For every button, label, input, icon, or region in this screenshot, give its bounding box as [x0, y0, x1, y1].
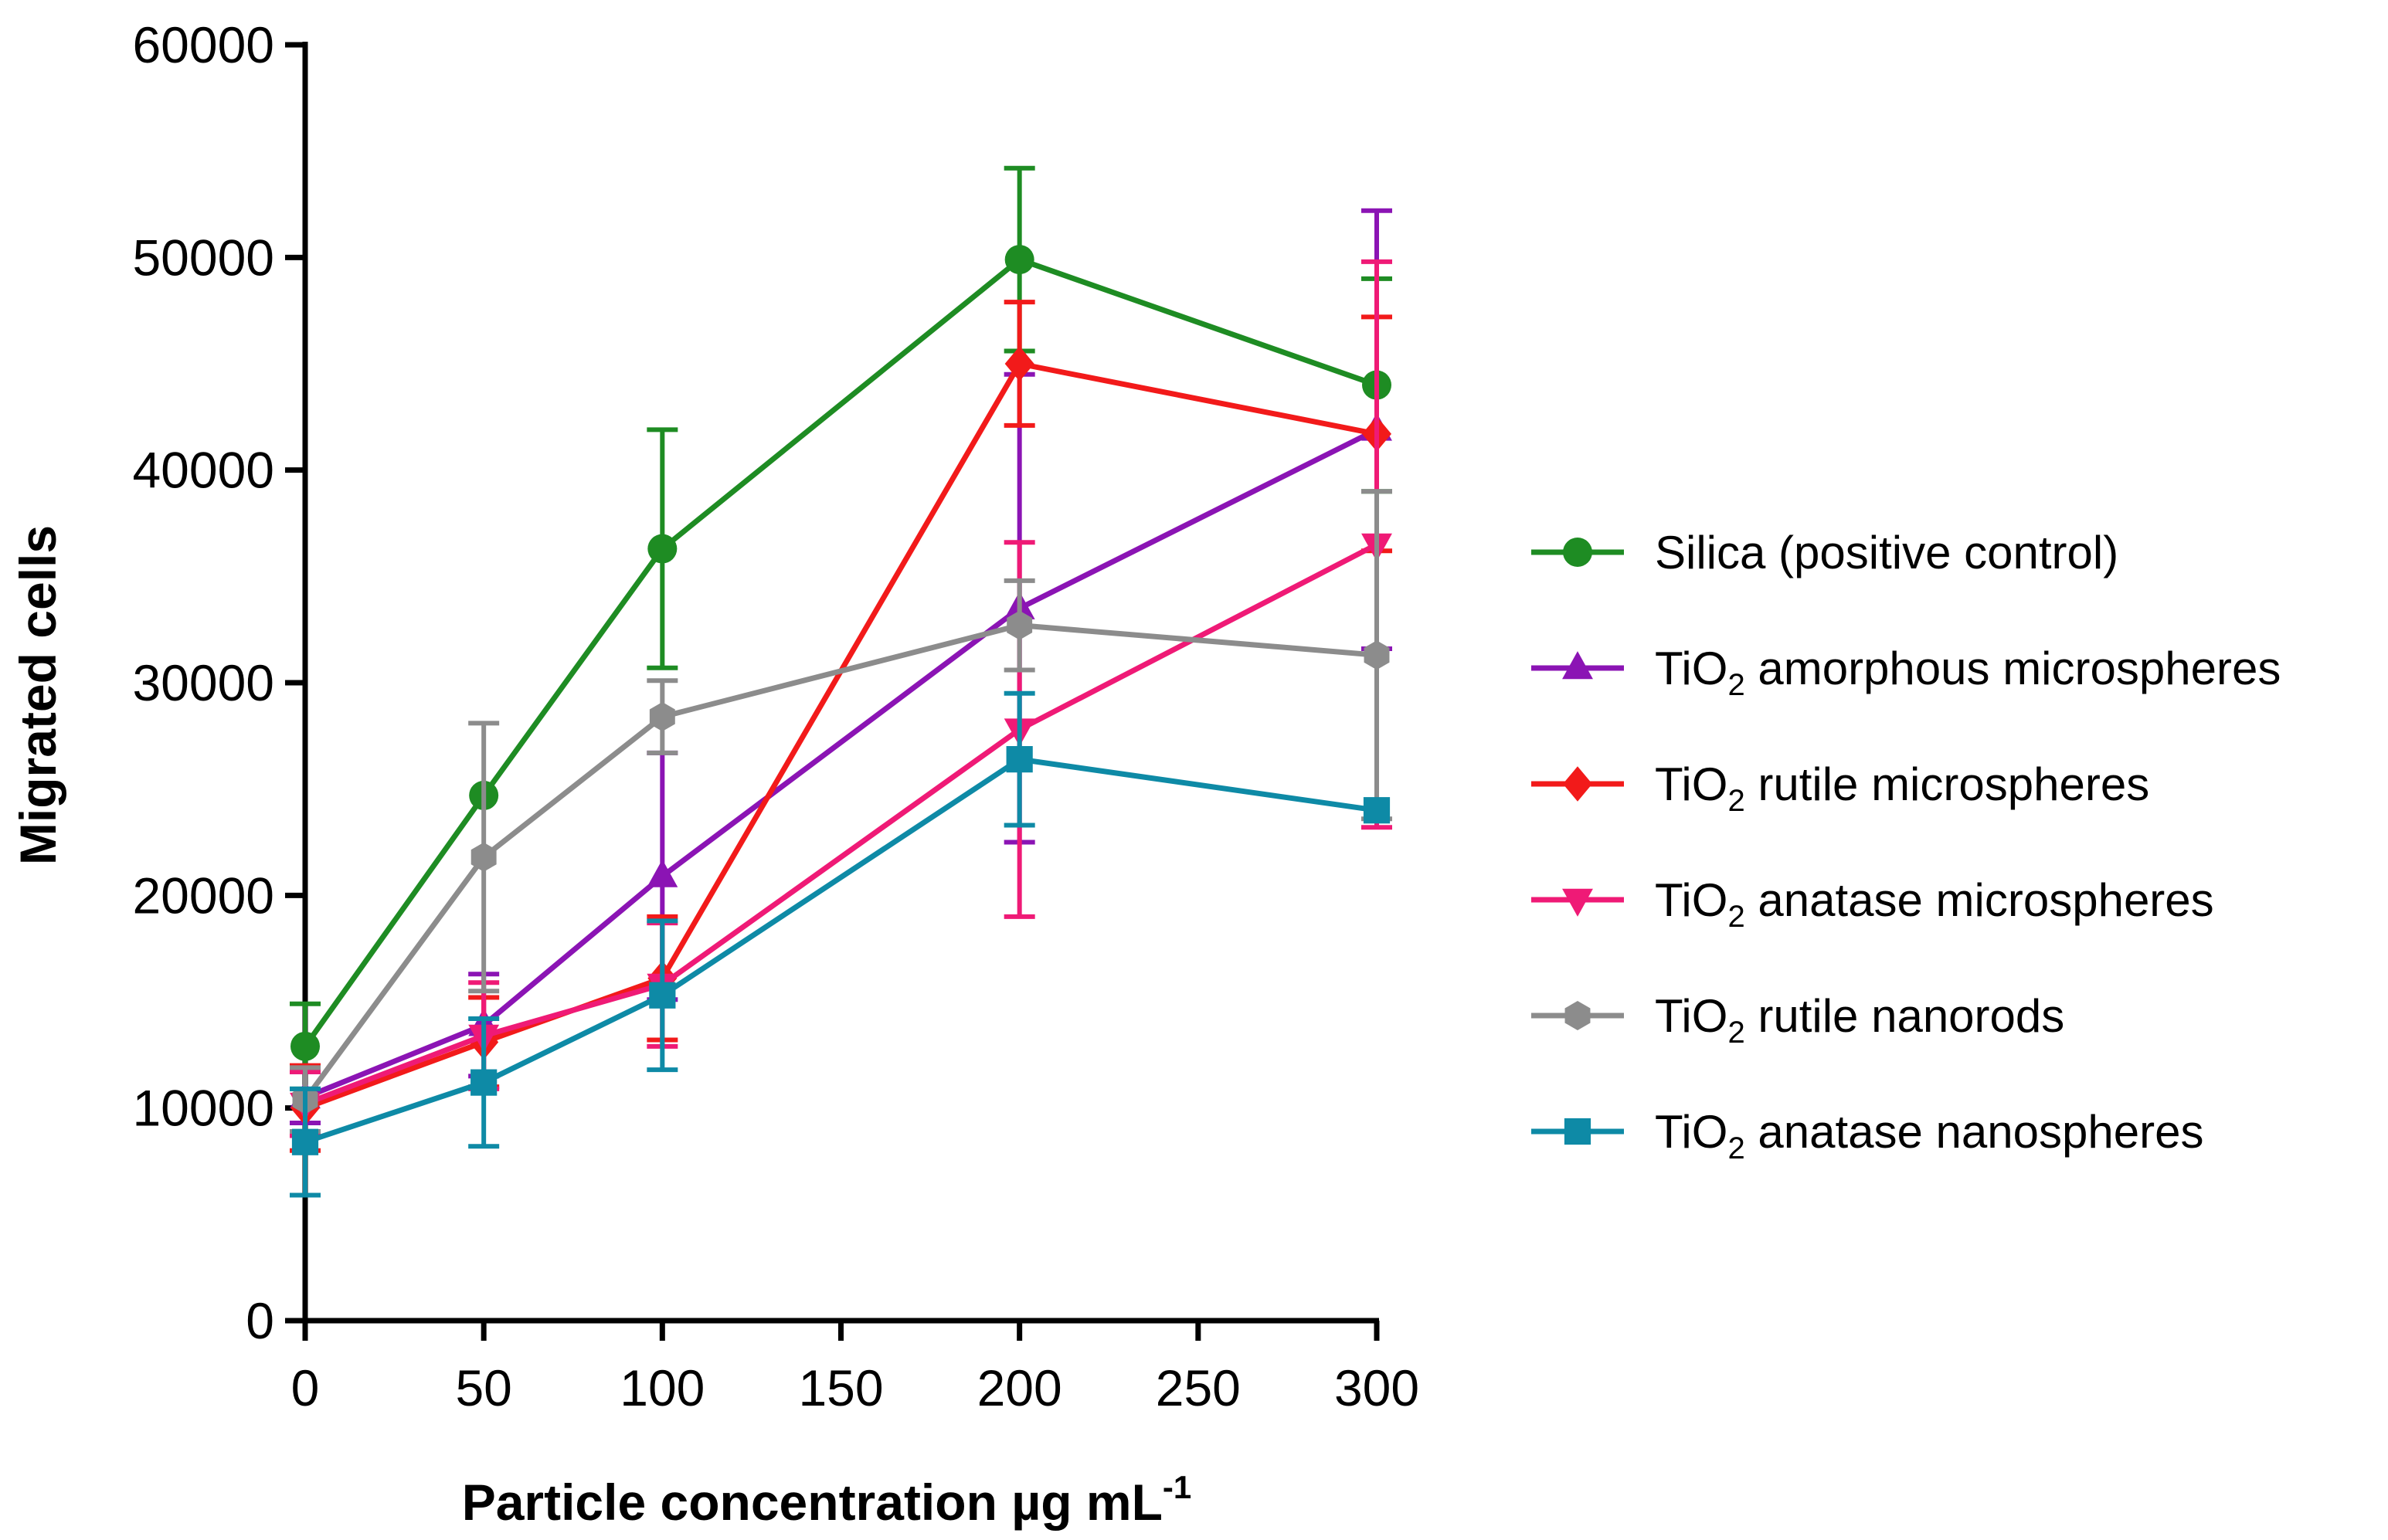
legend-label: TiO2 rutile nanorods: [1655, 990, 2064, 1050]
data-point: [1004, 346, 1034, 382]
legend-item: TiO2 anatase nanospheres: [1531, 1106, 2203, 1165]
series-line: [304, 427, 1378, 1101]
legend-label-subscript: 2: [1727, 1016, 1744, 1050]
legend-label-text: anatase microspheres: [1745, 874, 2214, 926]
data-point: [1007, 610, 1033, 640]
data-point: [647, 859, 678, 887]
series-6: [290, 690, 1391, 1198]
legend-item: Silica (positive control): [1531, 527, 2118, 578]
y-tick-label: 20000: [132, 867, 274, 924]
data-point: [649, 982, 676, 1009]
series-4: [290, 259, 1392, 1138]
legend-label: TiO2 rutile microspheres: [1655, 758, 2149, 818]
legend-swatch-marker: [1562, 888, 1593, 917]
legend-label-text: amorphous microspheres: [1745, 643, 2281, 694]
legend-label-text: TiO: [1655, 758, 1727, 810]
series-3: [290, 300, 1392, 1153]
series-1: [290, 165, 1392, 1091]
y-tick-label: 50000: [132, 229, 274, 286]
data-point: [291, 1128, 319, 1155]
legend-swatch-marker: [1562, 651, 1593, 680]
series-5: [290, 489, 1392, 1134]
data-point: [290, 1031, 320, 1061]
series-line: [304, 361, 1377, 1111]
x-axis-title: Particle concentration µg mL-1: [462, 1469, 1192, 1531]
legend-label-subscript: 2: [1727, 1131, 1744, 1165]
legend-swatch-marker: [1564, 1118, 1591, 1145]
legend-label-text: Silica (positive control): [1655, 527, 2118, 578]
legend: Silica (positive control)TiO2 amorphous …: [1531, 527, 2281, 1165]
series-layer: [290, 165, 1392, 1198]
legend-label: TiO2 amorphous microspheres: [1655, 643, 2281, 702]
x-tick-label: 150: [798, 1359, 883, 1416]
x-tick-label: 200: [977, 1359, 1062, 1416]
x-tick-label: 100: [620, 1359, 705, 1416]
data-point: [1363, 797, 1391, 824]
legend-item: TiO2 rutile nanorods: [1531, 990, 2064, 1050]
y-tick-label: 30000: [132, 654, 274, 711]
legend-label: Silica (positive control): [1655, 527, 2118, 578]
x-axis-title-superscript: -1: [1163, 1469, 1191, 1505]
y-tick-label: 40000: [132, 442, 274, 499]
legend-item: TiO2 anatase microspheres: [1531, 874, 2214, 934]
legend-label-text: TiO: [1655, 1106, 1727, 1158]
y-axis-title: Migrated cells: [9, 525, 66, 865]
legend-label-text: TiO: [1655, 643, 1727, 694]
x-tick-label: 250: [1156, 1359, 1241, 1416]
y-tick-label: 10000: [132, 1080, 274, 1137]
data-point: [1004, 245, 1034, 275]
legend-item: TiO2 rutile microspheres: [1531, 758, 2149, 818]
axes: 0 10000 20000 30000 40000 50000 60000 0 50 100 150…: [132, 16, 1419, 1416]
legend-label-subscript: 2: [1727, 668, 1744, 702]
legend-label-text: TiO: [1655, 990, 1727, 1042]
legend-label: TiO2 anatase nanospheres: [1655, 1106, 2203, 1165]
data-point: [649, 702, 675, 732]
legend-label-subscript: 2: [1727, 900, 1744, 934]
data-point: [1364, 640, 1390, 670]
legend-swatch-marker: [1564, 1001, 1591, 1030]
data-point: [1006, 746, 1033, 773]
series-line: [303, 256, 1378, 1048]
legend-swatch-marker: [1563, 766, 1592, 802]
legend-label: TiO2 anatase microspheres: [1655, 874, 2214, 934]
x-tick-label: 300: [1334, 1359, 1419, 1416]
series-line: [303, 622, 1377, 1101]
y-tick-label: 60000: [132, 16, 274, 73]
legend-label-text: TiO: [1655, 874, 1727, 926]
legend-swatch-marker: [1563, 538, 1592, 567]
legend-label-text: rutile nanorods: [1745, 990, 2065, 1042]
data-point: [647, 534, 678, 564]
data-point: [470, 1069, 498, 1096]
data-point: [470, 842, 497, 872]
legend-item: TiO2 amorphous microspheres: [1531, 643, 2281, 702]
x-tick-label: 50: [455, 1359, 511, 1416]
legend-label-text: rutile microspheres: [1745, 758, 2150, 810]
y-tick-label: 0: [246, 1292, 274, 1349]
x-tick-label: 0: [291, 1359, 320, 1416]
legend-label-text: anatase nanospheres: [1745, 1106, 2204, 1158]
legend-label-subscript: 2: [1727, 784, 1744, 818]
x-axis-title-text: Particle concentration µg mL: [462, 1474, 1163, 1531]
